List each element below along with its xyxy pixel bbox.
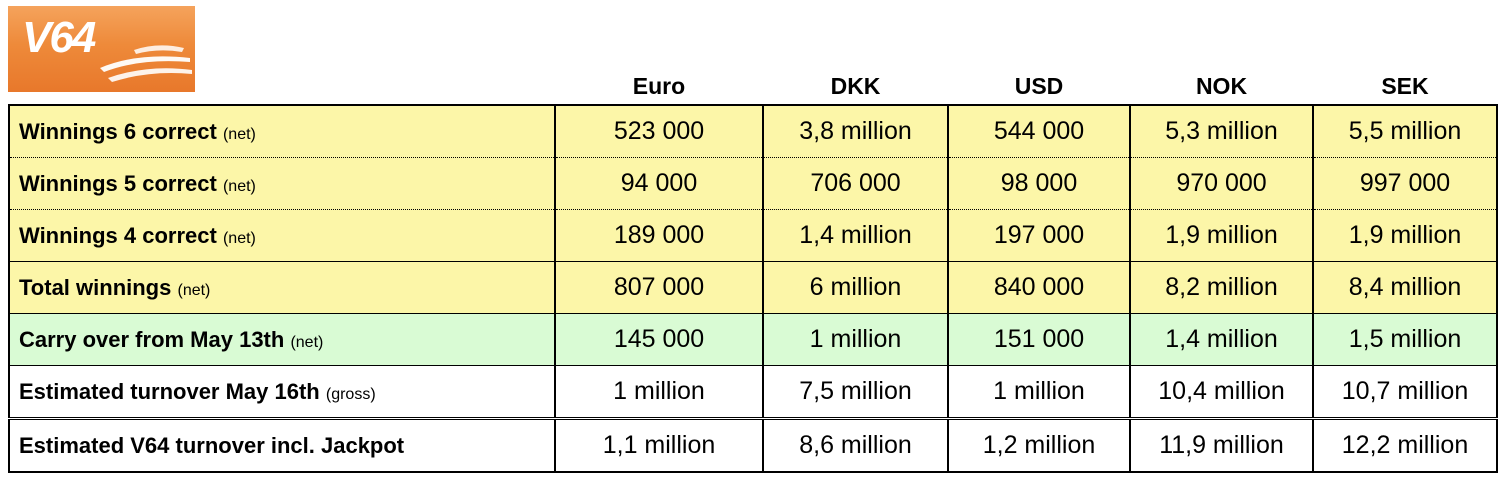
- value-cell: 544 000: [947, 104, 1131, 158]
- value-cell: 5,3 million: [1129, 104, 1314, 158]
- logo-text: V64: [22, 13, 96, 62]
- horse-track-icon: [100, 45, 192, 82]
- value-cell: 6 million: [762, 261, 949, 314]
- value-cell: 1,4 million: [1129, 313, 1314, 366]
- value-cell: 8,2 million: [1129, 261, 1314, 314]
- row-label: Winnings 5 correct (net): [8, 157, 556, 210]
- value-cell: 7,5 million: [762, 365, 949, 420]
- table-row: Winnings 4 correct (net) 189 000 1,4 mil…: [8, 209, 1498, 262]
- column-header-sek: SEK: [1381, 73, 1429, 99]
- row-label: Total winnings (net): [8, 261, 556, 314]
- value-cell: 1,5 million: [1312, 313, 1498, 366]
- value-cell: 840 000: [947, 261, 1131, 314]
- value-cell: 8,6 million: [762, 418, 949, 473]
- value-cell: 997 000: [1312, 157, 1498, 210]
- value-cell: 189 000: [554, 209, 764, 262]
- value-cell: 523 000: [554, 104, 764, 158]
- value-cell: 145 000: [554, 313, 764, 366]
- row-label: Estimated turnover May 16th (gross): [8, 365, 556, 420]
- table-row: Total winnings (net) 807 000 6 million 8…: [8, 261, 1498, 314]
- value-cell: 94 000: [554, 157, 764, 210]
- value-cell: 706 000: [762, 157, 949, 210]
- column-header-euro: Euro: [632, 73, 686, 99]
- value-cell: 10,7 million: [1312, 365, 1498, 420]
- column-header-dkk: DKK: [830, 73, 881, 99]
- value-cell: 807 000: [554, 261, 764, 314]
- table-row: Estimated V64 turnover incl. Jackpot 1,1…: [8, 418, 1498, 473]
- value-cell: 12,2 million: [1312, 418, 1498, 473]
- table-row: Carry over from May 13th (net) 145 000 1…: [8, 313, 1498, 366]
- v64-winnings-table: Euro DKK USD NOK SEK Winnings 6 correct …: [8, 66, 1498, 473]
- value-cell: 11,9 million: [1129, 418, 1314, 473]
- value-cell: 197 000: [947, 209, 1131, 262]
- value-cell: 5,5 million: [1312, 104, 1498, 158]
- header-row: Euro DKK USD NOK SEK: [9, 66, 1497, 105]
- column-header-nok: NOK: [1195, 73, 1248, 99]
- value-cell: 1 million: [762, 313, 949, 366]
- value-cell: 1,9 million: [1129, 209, 1314, 262]
- table-row: Estimated turnover May 16th (gross) 1 mi…: [8, 365, 1498, 420]
- value-cell: 1 million: [947, 365, 1131, 420]
- row-label: Winnings 6 correct (net): [8, 104, 556, 158]
- row-label: Carry over from May 13th (net): [8, 313, 556, 366]
- value-cell: 1,4 million: [762, 209, 949, 262]
- table-row: Winnings 6 correct (net) 523 000 3,8 mil…: [8, 104, 1498, 158]
- table-row: Winnings 5 correct (net) 94 000 706 000 …: [8, 157, 1498, 210]
- v64-logo: V64: [8, 6, 195, 92]
- value-cell: 98 000: [947, 157, 1131, 210]
- row-label: Estimated V64 turnover incl. Jackpot: [8, 418, 556, 473]
- value-cell: 970 000: [1129, 157, 1314, 210]
- column-header-usd: USD: [1014, 73, 1064, 99]
- corner-cell: [9, 66, 555, 105]
- value-cell: 1,2 million: [947, 418, 1131, 473]
- value-cell: 8,4 million: [1312, 261, 1498, 314]
- value-cell: 151 000: [947, 313, 1131, 366]
- row-label: Winnings 4 correct (net): [8, 209, 556, 262]
- value-cell: 10,4 million: [1129, 365, 1314, 420]
- value-cell: 1 million: [554, 365, 764, 420]
- value-cell: 3,8 million: [762, 104, 949, 158]
- value-cell: 1,9 million: [1312, 209, 1498, 262]
- value-cell: 1,1 million: [554, 418, 764, 473]
